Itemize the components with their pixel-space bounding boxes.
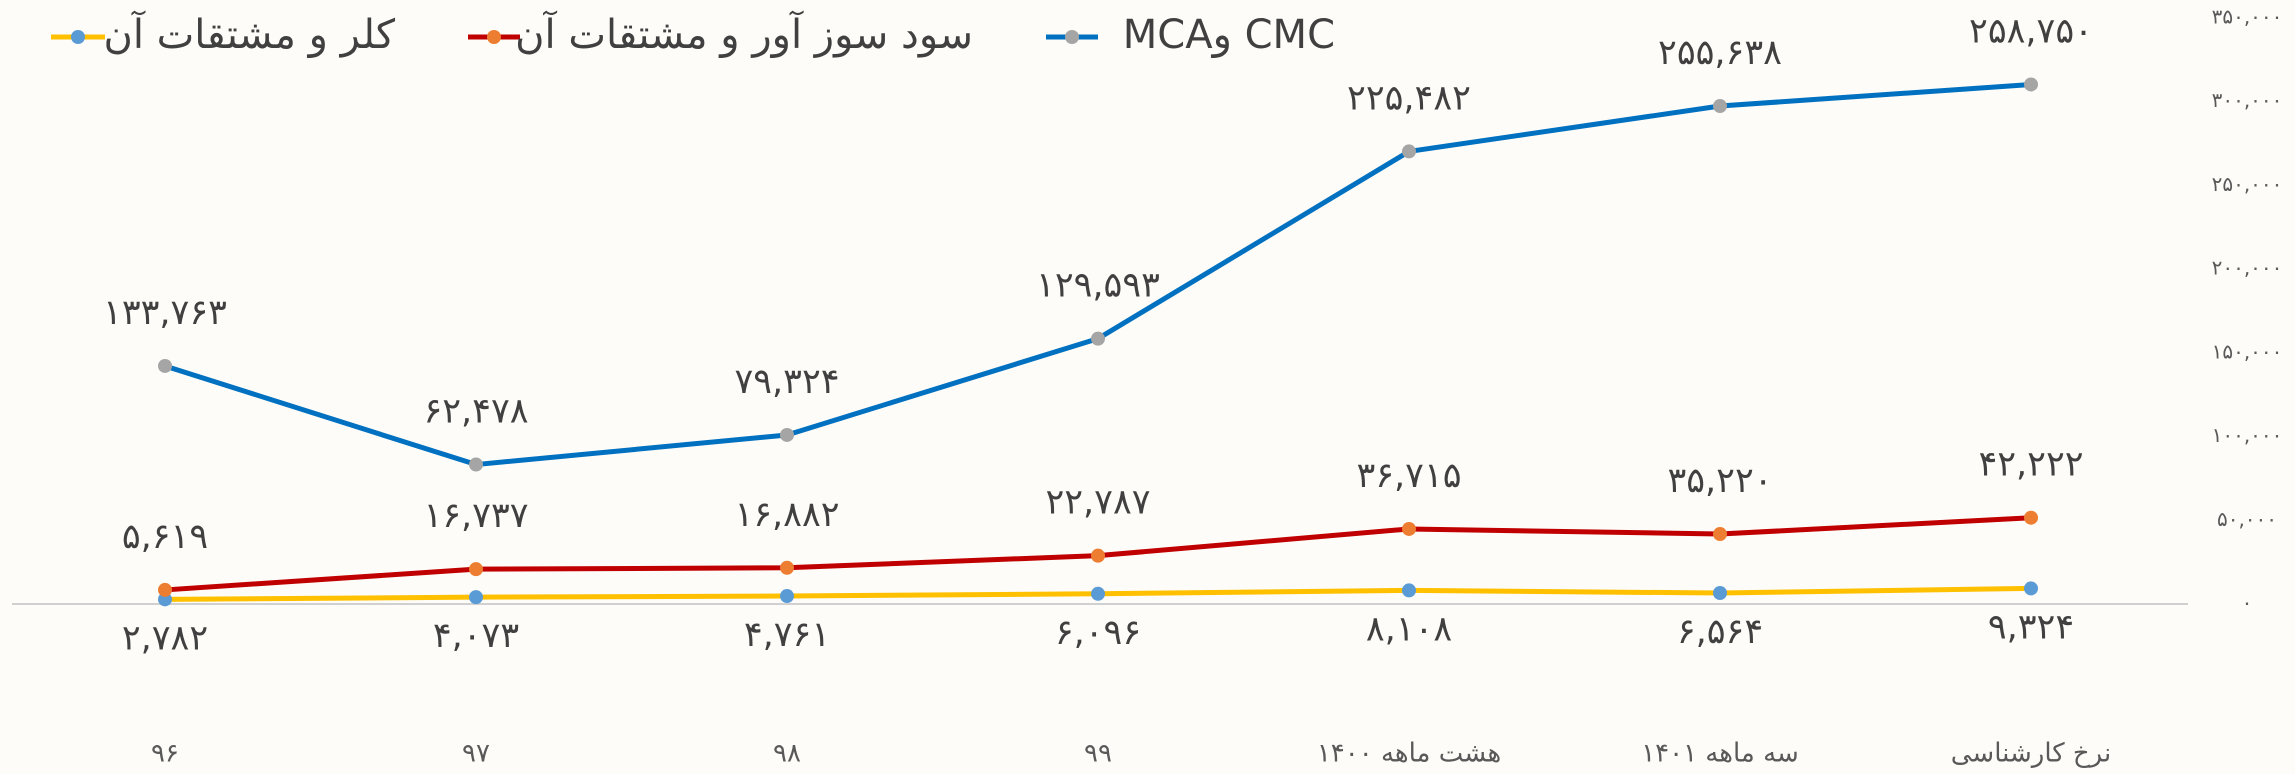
marker bbox=[469, 562, 483, 577]
x-tick-label: ۹۹ bbox=[1084, 739, 1112, 769]
marker bbox=[158, 358, 172, 373]
marker bbox=[1091, 548, 1105, 563]
marker bbox=[469, 457, 483, 472]
y-tick-label: ۲۵۰,۰۰۰ bbox=[2212, 172, 2283, 196]
data-label: ۲۲۵,۴۸۲ bbox=[1347, 78, 1471, 118]
legend-label: سود سوز آور و مشتقات آن bbox=[515, 10, 973, 58]
data-label: ۸,۱۰۸ bbox=[1366, 609, 1452, 649]
data-label: ۶,۰۹۶ bbox=[1055, 613, 1141, 653]
x-tick-label: سه ماهه ۱۴۰۱ bbox=[1641, 739, 1799, 769]
data-label: ۶,۵۶۴ bbox=[1677, 612, 1763, 652]
data-label: ۱۲۹,۵۹۳ bbox=[1036, 266, 1160, 306]
marker bbox=[2024, 581, 2038, 596]
data-label: ۹,۳۲۴ bbox=[1988, 607, 2074, 647]
x-tick-label: هشت ماهه ۱۴۰۰ bbox=[1317, 739, 1501, 769]
legend-marker bbox=[71, 30, 85, 44]
y-tick-label: ۱۵۰,۰۰۰ bbox=[2212, 339, 2283, 363]
legend-label: MCAو CMC bbox=[1123, 12, 1335, 58]
marker bbox=[1091, 331, 1105, 346]
legend-marker bbox=[487, 30, 501, 44]
marker bbox=[1713, 99, 1727, 114]
data-label: ۴,۷۶۱ bbox=[744, 615, 830, 655]
data-label: ۲۵۸,۷۵۰ bbox=[1969, 11, 2093, 51]
y-tick-label: ۳۰۰,۰۰۰ bbox=[2212, 88, 2283, 112]
x-tick-label: نرخ کارشناسی bbox=[1951, 739, 2112, 769]
data-label: ۶۲,۴۷۸ bbox=[423, 392, 528, 432]
x-tick-label: ۹۸ bbox=[773, 739, 801, 769]
x-tick-label: ۹۶ bbox=[151, 739, 179, 769]
marker bbox=[780, 589, 794, 604]
marker bbox=[780, 560, 794, 575]
x-tick-label: ۹۷ bbox=[462, 739, 490, 769]
data-label: ۲۵۵,۶۳۸ bbox=[1658, 33, 1782, 73]
data-label: ۵,۶۱۹ bbox=[122, 517, 208, 557]
y-tick-label: ۳۵۰,۰۰۰ bbox=[2212, 5, 2283, 29]
data-label: ۲,۷۸۲ bbox=[122, 618, 208, 658]
marker bbox=[1713, 527, 1727, 542]
y-tick-label: ۱۰۰,۰۰۰ bbox=[2212, 423, 2283, 447]
data-label: ۱۳۳,۷۶۳ bbox=[103, 293, 227, 333]
y-tick-label: ۵۰,۰۰۰ bbox=[2217, 507, 2277, 531]
data-label: ۱۶,۸۸۲ bbox=[734, 495, 839, 535]
data-label: ۴۲,۲۲۲ bbox=[1978, 445, 2083, 485]
data-label: ۴,۰۷۳ bbox=[433, 616, 519, 656]
marker bbox=[2024, 77, 2038, 92]
data-label: ۳۶,۷۱۵ bbox=[1356, 456, 1461, 496]
marker bbox=[1091, 586, 1105, 601]
y-tick-label: ۰ bbox=[2242, 591, 2253, 615]
marker bbox=[1713, 586, 1727, 601]
marker bbox=[780, 427, 794, 442]
marker bbox=[469, 590, 483, 605]
data-label: ۱۶,۷۳۷ bbox=[423, 496, 528, 536]
data-label: ۳۵,۲۲۰ bbox=[1667, 461, 1772, 501]
data-label: ۲۲,۷۸۷ bbox=[1045, 483, 1150, 523]
marker bbox=[2024, 510, 2038, 525]
data-label: ۷۹,۳۲۴ bbox=[734, 362, 839, 402]
marker bbox=[1402, 144, 1416, 159]
marker bbox=[1402, 583, 1416, 598]
legend-marker bbox=[1065, 30, 1079, 44]
marker bbox=[1402, 521, 1416, 536]
marker bbox=[158, 582, 172, 597]
legend-label: کلر و مشتقات آن bbox=[103, 10, 396, 58]
y-tick-label: ۲۰۰,۰۰۰ bbox=[2212, 256, 2283, 280]
